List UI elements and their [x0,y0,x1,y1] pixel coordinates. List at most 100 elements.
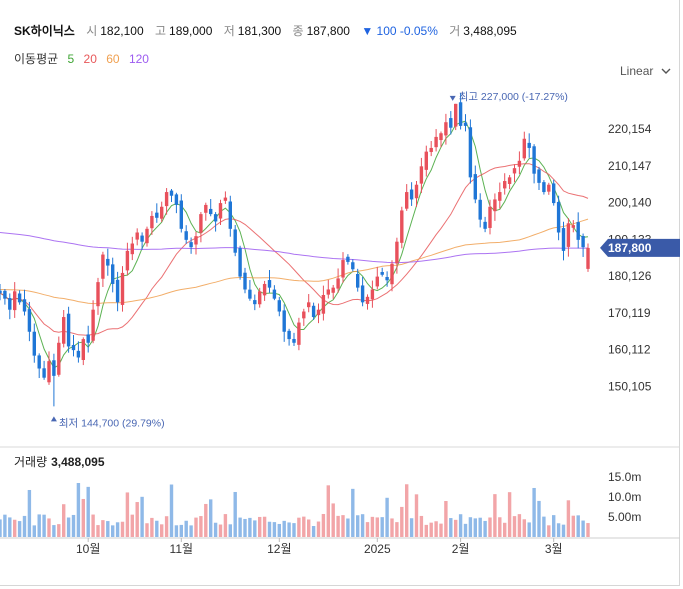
candle [287,328,291,346]
candle-body [365,296,370,304]
volume-bar [542,516,546,537]
moving-average-legend[interactable]: 이동평균 5 20 60 120 [14,50,155,67]
volume-bar [91,514,95,537]
candle-body [8,298,12,310]
volume-bar [32,525,36,537]
volume-bar [57,524,61,537]
volume-bar [498,517,502,537]
volume-bar [282,520,286,537]
candle [307,294,311,313]
candle [449,111,453,135]
candle [390,260,394,292]
candle [155,203,159,223]
candle-body [311,305,316,318]
volume-bar [164,516,169,537]
candle [468,119,473,184]
min-annotation: 최저 144,700 (29.79%) [59,417,165,429]
candle-body [174,194,179,205]
candle-body [561,228,566,251]
volume-bar [169,484,174,537]
candle-body [405,192,409,209]
candle [522,131,526,161]
candle-body [409,189,414,200]
ma-120-legend[interactable]: 120 [128,52,149,66]
volume-bar [0,519,2,537]
candle-body [3,290,7,299]
candle-body [414,184,419,199]
volume-bar [316,521,321,537]
x-tick-label: 10월 [76,542,100,556]
candle-body [262,283,267,296]
candle-body [507,177,512,184]
candle [532,144,536,184]
candle [478,193,482,228]
candle-body [346,256,350,262]
y-tick-label: 160,112 [608,343,651,357]
candle-body [307,302,311,308]
max-marker-icon [449,95,456,101]
candle [32,323,36,363]
ma-5-legend[interactable]: 5 [67,52,75,66]
candle [414,181,419,207]
candle-body [287,330,291,340]
candle [537,166,541,190]
volume-bar [199,516,203,537]
candle [189,237,193,254]
volume-bar [81,498,85,537]
volume-bar [566,500,571,537]
open-value: 182,100 [100,24,144,38]
candle-body [125,250,130,271]
y-tick-label: 210,147 [608,159,652,173]
x-tick-label: 3월 [545,542,563,556]
volume-bar [483,520,487,537]
candle-body [140,235,144,242]
y-tick-label: 150,105 [608,380,652,394]
candle-body [130,243,134,255]
candle [248,280,252,301]
volume-bar [209,499,213,537]
candle [3,289,7,305]
candle [184,225,188,244]
volume-bar [586,523,590,537]
candle [444,113,448,145]
candle [194,231,198,255]
candle-body [488,206,492,228]
candle [370,280,375,308]
candle-body [111,264,115,284]
volume-bar [243,518,247,537]
candle-body [258,291,262,305]
candle [86,325,90,353]
candle-body [390,263,394,285]
ma-60-legend[interactable]: 60 [106,52,120,66]
volume-bar [556,523,561,537]
candle-body [370,289,375,300]
candle-body [204,204,208,213]
volume-bar [86,486,90,537]
candle [542,180,546,195]
volume-bar [218,524,223,537]
candle [365,294,370,310]
candle-body [267,280,272,288]
candle-body [71,344,76,351]
candle [22,289,27,316]
ma-20-legend[interactable]: 20 [83,52,97,66]
candle-body [503,181,507,189]
volume-bar [463,523,468,537]
candle [434,129,438,152]
high-label: 고 [154,24,167,38]
candle [228,195,232,237]
candle-body [380,272,384,275]
candle [76,341,81,363]
volume-bar [429,522,433,537]
volume-pane-value: 3,488,095 [51,455,105,469]
scale-mode-dropdown[interactable]: Linear [620,64,671,78]
volume-pane-title: 거래량 [14,455,48,469]
volume-bar [414,494,419,537]
candle-body [253,300,257,305]
volume-bar [8,517,12,537]
volume-bar [444,501,448,537]
candle-body [512,168,517,174]
candle [130,236,134,261]
volume-tick-label: 10.0m [608,490,641,504]
